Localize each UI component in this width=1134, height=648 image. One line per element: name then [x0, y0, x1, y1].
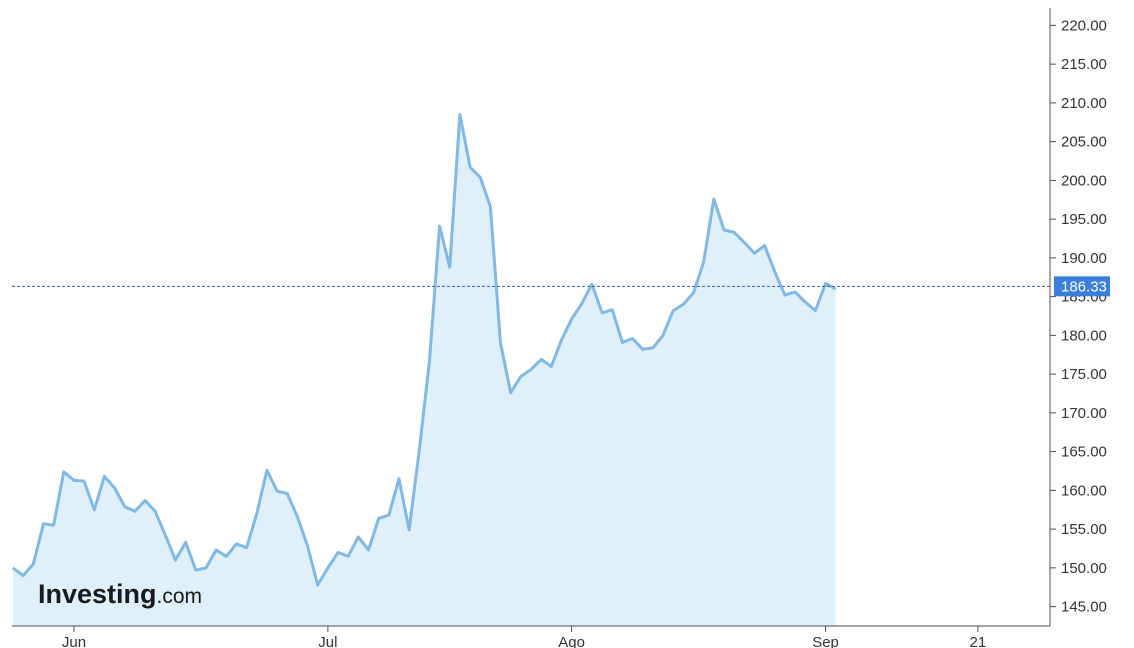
investing-logo: Investing.com [38, 579, 202, 609]
y-tick-label: 160.00 [1061, 482, 1107, 499]
y-tick-label: 175.00 [1061, 366, 1107, 383]
x-tick-label: Ago [558, 634, 585, 648]
y-tick-label: 200.00 [1061, 172, 1107, 189]
y-tick-label: 145.00 [1061, 599, 1107, 616]
y-tick-label: 190.00 [1061, 250, 1107, 267]
x-tick-label: Jul [318, 634, 337, 648]
y-tick-label: 155.00 [1061, 521, 1107, 538]
current-price-tag-bg [1054, 276, 1110, 297]
y-tick-label: 220.00 [1061, 17, 1107, 34]
price-series-line [12, 113, 837, 587]
x-tick-label: Sep [812, 634, 839, 648]
x-axis: Jun Jul Ago Sep 21 [12, 625, 1050, 648]
y-tick-label: 165.00 [1061, 444, 1107, 461]
svg-text:Investing.com: Investing.com [38, 579, 202, 609]
y-tick-label: 205.00 [1061, 134, 1107, 151]
logo-brand: Investing [38, 579, 157, 609]
y-tick-label: 180.00 [1061, 327, 1107, 344]
plot-area [12, 113, 1052, 626]
current-price-tag: 186.33 [1054, 276, 1110, 297]
logo-suffix: .com [157, 585, 203, 608]
y-tick-label: 210.00 [1061, 95, 1107, 112]
y-tick-label: 150.00 [1061, 560, 1107, 577]
y-axis: 145.00 150.00 155.00 160.00 165.00 170.00 175.… [1049, 8, 1107, 626]
price-area-fill [13, 114, 836, 626]
y-tick-label: 215.00 [1061, 56, 1107, 73]
current-price-label: 186.33 [1061, 278, 1107, 295]
y-tick-label: 195.00 [1061, 211, 1107, 228]
y-tick-label: 170.00 [1061, 405, 1107, 422]
x-tick-label: 21 [970, 634, 987, 648]
x-tick-label: Jun [62, 634, 86, 648]
